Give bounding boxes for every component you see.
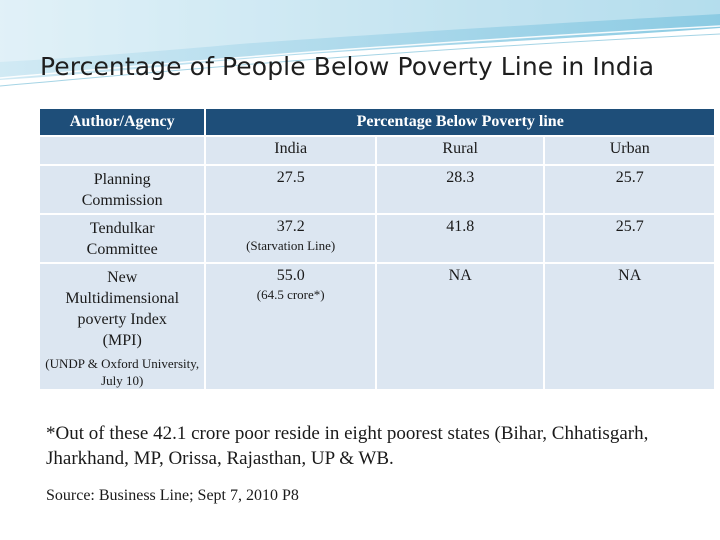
india-value: 55.0: [276, 267, 305, 284]
subheader-rural: Rural: [376, 137, 544, 164]
india-cell: 27.5: [206, 166, 375, 213]
india-cell: 55.0 (64.5 crore*): [206, 264, 375, 389]
agency-name-line: Planning: [93, 171, 151, 188]
agency-name-line: (MPI): [102, 332, 142, 349]
table-row: Planning Commission 27.5 28.3 25.7: [40, 166, 714, 213]
subheader-urban: Urban: [545, 137, 714, 164]
urban-cell: 25.7: [545, 215, 714, 262]
header-agency: Author/Agency: [40, 109, 205, 135]
agency-cell: Planning Commission: [40, 166, 205, 213]
table-header-row: Author/Agency Percentage Below Poverty l…: [40, 109, 714, 135]
india-value: 37.2: [276, 218, 305, 235]
page-title: Percentage of People Below Poverty Line …: [40, 52, 655, 81]
rural-cell: NA: [376, 264, 544, 389]
subheader-empty: [40, 137, 205, 164]
agency-name-line: Tendulkar: [89, 220, 155, 237]
agency-cell: New Multidimensional poverty Index (MPI)…: [40, 264, 205, 389]
india-cell: 37.2 (Starvation Line): [206, 215, 375, 262]
footnote: *Out of these 42.1 crore poor reside in …: [46, 423, 649, 469]
table-row: Tendulkar Committee 37.2 (Starvation Lin…: [40, 215, 714, 262]
agency-name-line: New: [107, 269, 138, 286]
poverty-table: Author/Agency Percentage Below Poverty l…: [38, 107, 716, 391]
agency-name-line: Multidimensional: [65, 290, 180, 307]
table-subheader-row: India Rural Urban: [40, 137, 714, 164]
india-note: (64.5 crore*): [256, 287, 325, 302]
table-row: New Multidimensional poverty Index (MPI)…: [40, 264, 714, 389]
agency-source-note: (UNDP & Oxford University, July 10): [45, 356, 200, 388]
source-citation: Source: Business Line; Sept 7, 2010 P8: [46, 487, 299, 504]
agency-name-line: poverty Index: [77, 311, 167, 328]
agency-cell: Tendulkar Committee: [40, 215, 205, 262]
decorative-wave-header: [0, 0, 720, 87]
agency-name-line: Committee: [86, 241, 158, 258]
urban-cell: NA: [545, 264, 714, 389]
subheader-india: India: [206, 137, 375, 164]
rural-cell: 41.8: [376, 215, 544, 262]
urban-cell: 25.7: [545, 166, 714, 213]
rural-cell: 28.3: [376, 166, 544, 213]
india-note: (Starvation Line): [246, 238, 336, 253]
header-percentage: Percentage Below Poverty line: [206, 109, 714, 135]
agency-name-line: Commission: [81, 192, 163, 209]
